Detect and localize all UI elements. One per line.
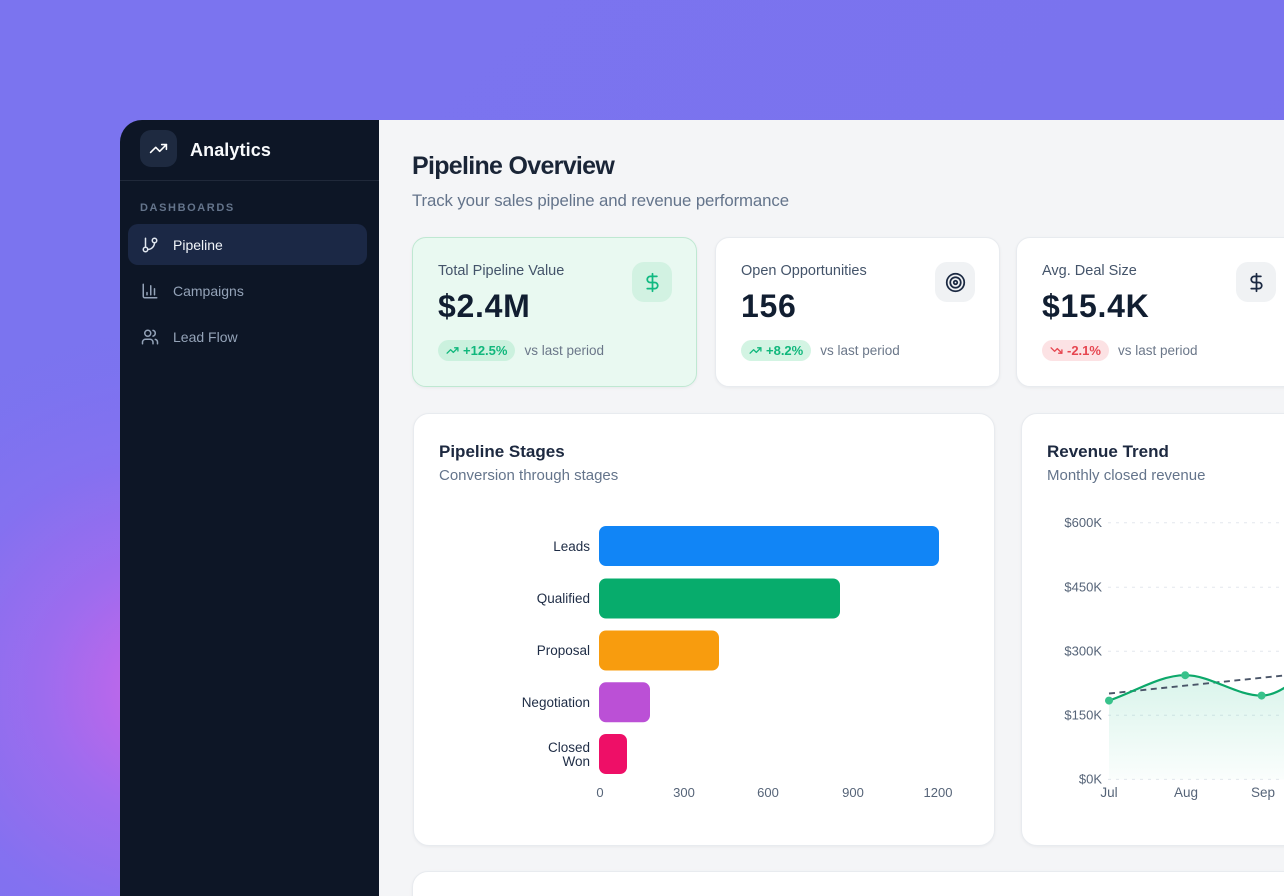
svg-text:Sep: Sep	[1251, 785, 1275, 800]
svg-text:$600K: $600K	[1064, 515, 1102, 530]
svg-text:1200: 1200	[924, 785, 953, 800]
svg-text:$300K: $300K	[1064, 644, 1102, 659]
svg-text:$0K: $0K	[1079, 772, 1102, 787]
svg-text:600: 600	[757, 785, 779, 800]
svg-text:Negotiation: Negotiation	[522, 695, 590, 710]
svg-text:Qualified: Qualified	[537, 591, 590, 606]
svg-text:Leads: Leads	[553, 539, 590, 554]
svg-text:Aug: Aug	[1174, 785, 1198, 800]
svg-text:Won: Won	[562, 754, 590, 769]
svg-text:900: 900	[842, 785, 864, 800]
svg-text:Jul: Jul	[1100, 785, 1117, 800]
svg-text:$450K: $450K	[1064, 580, 1102, 595]
svg-text:300: 300	[673, 785, 695, 800]
svg-text:Closed: Closed	[548, 740, 590, 755]
svg-text:0: 0	[596, 785, 603, 800]
svg-text:$150K: $150K	[1064, 708, 1102, 723]
svg-text:Proposal: Proposal	[537, 643, 590, 658]
